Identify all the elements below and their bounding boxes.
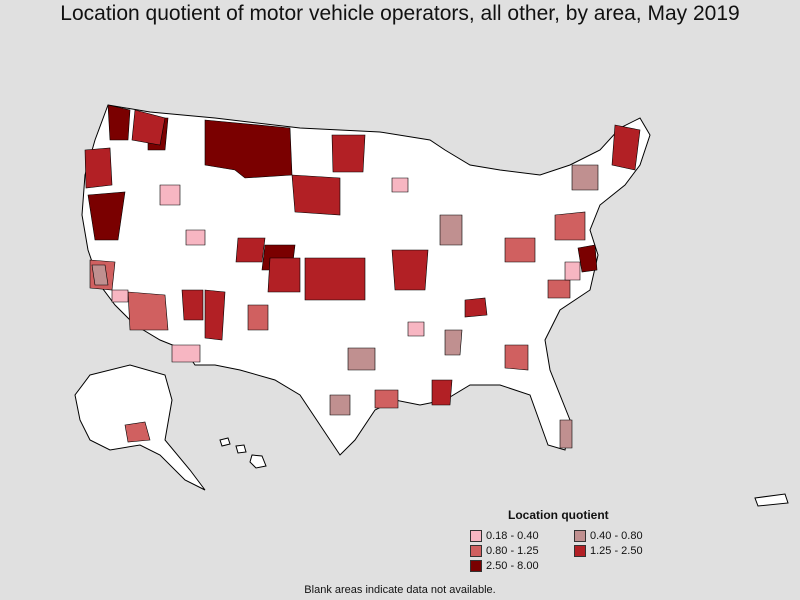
map-title: Location quotient of motor vehicle opera… bbox=[60, 2, 740, 25]
area-texas-east bbox=[374, 389, 399, 409]
area-arizona-south bbox=[127, 291, 169, 331]
area-mississippi bbox=[444, 329, 463, 356]
map-legend: Location quotient 0.18 - 0.40 0.40 - 0.8… bbox=[470, 508, 670, 578]
legend-label: 0.18 - 0.40 bbox=[486, 530, 539, 542]
legend-swatch bbox=[470, 530, 482, 542]
legend-swatch bbox=[574, 545, 586, 557]
legend-item-2: 0.80 - 1.25 bbox=[470, 545, 539, 557]
area-california-southwest bbox=[111, 289, 129, 303]
area-montana-central bbox=[204, 119, 293, 179]
area-illinois bbox=[439, 214, 463, 246]
area-louisiana bbox=[431, 379, 453, 406]
legend-swatch bbox=[470, 545, 482, 557]
area-maine bbox=[611, 124, 641, 171]
area-kansas bbox=[304, 257, 366, 301]
legend-item-4: 2.50 - 8.00 bbox=[470, 560, 539, 572]
area-colorado-west bbox=[235, 237, 266, 263]
puerto-rico-outline bbox=[754, 493, 789, 507]
legend-label: 0.80 - 1.25 bbox=[486, 545, 539, 557]
area-washington-east bbox=[131, 109, 166, 146]
area-missouri bbox=[391, 249, 429, 291]
area-virginia bbox=[547, 279, 571, 299]
area-oregon-south bbox=[87, 191, 126, 241]
area-oregon-north bbox=[84, 147, 113, 189]
area-maryland bbox=[577, 244, 598, 273]
area-minnesota-south bbox=[391, 177, 409, 193]
area-arkansas bbox=[407, 321, 425, 337]
footnote: Blank areas indicate data not available. bbox=[304, 584, 496, 596]
legend-swatch bbox=[470, 560, 482, 572]
legend-item-1: 0.40 - 0.80 bbox=[574, 530, 643, 542]
legend-label: 2.50 - 8.00 bbox=[486, 560, 539, 572]
area-arizona-east bbox=[204, 289, 226, 341]
map-areas bbox=[84, 104, 641, 449]
hawaii-outline bbox=[219, 437, 267, 469]
area-utah-north bbox=[159, 184, 181, 206]
area-north-dakota-east bbox=[331, 134, 366, 173]
area-georgia bbox=[504, 344, 529, 371]
area-tennessee bbox=[464, 297, 488, 318]
legend-swatch bbox=[574, 530, 586, 542]
area-alaska-south bbox=[124, 421, 151, 443]
area-colorado-southwest bbox=[185, 229, 206, 246]
area-new-mexico-west bbox=[181, 289, 204, 321]
legend-item-0: 0.18 - 0.40 bbox=[470, 530, 539, 542]
area-new-mexico-east bbox=[247, 304, 269, 331]
area-texas-central bbox=[329, 394, 351, 416]
area-wyoming-east bbox=[267, 257, 301, 293]
legend-item-3: 1.25 - 2.50 bbox=[574, 545, 643, 557]
area-pennsylvania bbox=[554, 211, 586, 241]
legend-label: 0.40 - 0.80 bbox=[590, 530, 643, 542]
area-california-south bbox=[91, 264, 109, 286]
area-ohio bbox=[504, 237, 536, 263]
legend-label: 1.25 - 2.50 bbox=[590, 545, 643, 557]
area-north-carolina bbox=[564, 261, 581, 281]
legend-title: Location quotient bbox=[508, 508, 609, 522]
area-washington-west bbox=[107, 104, 131, 141]
area-new-york bbox=[571, 164, 599, 191]
area-nebraska-west bbox=[291, 174, 341, 216]
area-florida bbox=[559, 419, 573, 449]
area-texas-north bbox=[347, 347, 376, 371]
area-arizona-southwest bbox=[171, 344, 201, 363]
